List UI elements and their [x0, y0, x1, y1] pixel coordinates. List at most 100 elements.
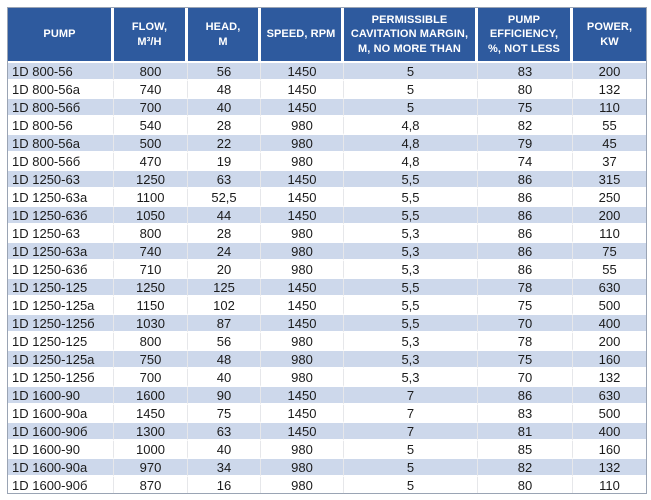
cell-speed: 980 [261, 351, 344, 369]
pump-name-cell: 1D 1250-125 [8, 333, 114, 351]
cell-efficiency: 75 [478, 351, 573, 369]
cell-power: 132 [573, 369, 646, 387]
cell-power: 630 [573, 279, 646, 297]
column-header-efficiency: PUMP EFFICIENCY,%, NOT LESS [478, 8, 573, 63]
column-header-flow: FLOW, M³/H [114, 8, 188, 63]
cell-speed: 980 [261, 153, 344, 171]
pump-name-cell: 1D 1600-90 [8, 441, 114, 459]
cell-speed: 980 [261, 477, 344, 493]
cell-speed: 980 [261, 243, 344, 261]
cell-power: 500 [573, 297, 646, 315]
cell-efficiency: 86 [478, 207, 573, 225]
cell-flow: 800 [114, 333, 188, 351]
table-row: 1D 1600-90 1600 90 1450 7 86 630 [8, 387, 646, 405]
pump-name-cell: 1D 1250-125a [8, 351, 114, 369]
cell-cavitation_margin: 5,3 [344, 243, 478, 261]
cell-flow: 870 [114, 477, 188, 493]
header-row: PUMP FLOW, M³/H HEAD, M SPEED, RPM PERMISSIBLE… [8, 8, 646, 63]
cell-speed: 980 [261, 117, 344, 135]
cell-head: 40 [188, 99, 261, 117]
cell-flow: 750 [114, 351, 188, 369]
cell-power: 500 [573, 405, 646, 423]
cell-head: 63 [188, 423, 261, 441]
cell-efficiency: 83 [478, 63, 573, 81]
cell-efficiency: 80 [478, 477, 573, 493]
table-row: 1D 1600-90б 1300 63 1450 7 81 400 [8, 423, 646, 441]
cell-power: 45 [573, 135, 646, 153]
column-header-cavitation_margin: PERMISSIBLE CAVITATION MARGIN, M, NO MORE … [344, 8, 478, 63]
cell-efficiency: 80 [478, 81, 573, 99]
column-header-pump: PUMP [8, 8, 114, 63]
cell-power: 315 [573, 171, 646, 189]
pump-name-cell: 1D 800-56б [8, 99, 114, 117]
cell-efficiency: 86 [478, 261, 573, 279]
table-row: 1D 800-56a 500 22 980 4,8 79 45 [8, 135, 646, 153]
pump-name-cell: 1D 800-56 [8, 117, 114, 135]
cell-cavitation_margin: 5,3 [344, 261, 478, 279]
cell-head: 56 [188, 333, 261, 351]
cell-efficiency: 82 [478, 459, 573, 477]
cell-speed: 1450 [261, 171, 344, 189]
cell-efficiency: 86 [478, 225, 573, 243]
cell-flow: 1300 [114, 423, 188, 441]
cell-speed: 1450 [261, 99, 344, 117]
cell-speed: 1450 [261, 387, 344, 405]
table-row: 1D 1250-63б 1050 44 1450 5,5 86 200 [8, 207, 646, 225]
cell-flow: 700 [114, 99, 188, 117]
cell-power: 160 [573, 351, 646, 369]
cell-power: 400 [573, 315, 646, 333]
cell-head: 34 [188, 459, 261, 477]
cell-speed: 980 [261, 135, 344, 153]
cell-flow: 710 [114, 261, 188, 279]
cell-efficiency: 78 [478, 279, 573, 297]
cell-efficiency: 85 [478, 441, 573, 459]
cell-speed: 980 [261, 441, 344, 459]
cell-head: 19 [188, 153, 261, 171]
cell-head: 87 [188, 315, 261, 333]
cell-flow: 1150 [114, 297, 188, 315]
cell-cavitation_margin: 5,3 [344, 351, 478, 369]
cell-efficiency: 75 [478, 297, 573, 315]
table-row: 1D 1600-90a 970 34 980 5 82 132 [8, 459, 646, 477]
table-row: 1D 1250-63 800 28 980 5,3 86 110 [8, 225, 646, 243]
cell-power: 55 [573, 117, 646, 135]
cell-head: 20 [188, 261, 261, 279]
cell-flow: 800 [114, 225, 188, 243]
pump-name-cell: 1D 1250-63б [8, 261, 114, 279]
cell-flow: 1030 [114, 315, 188, 333]
column-header-speed: SPEED, RPM [261, 8, 344, 63]
pump-name-cell: 1D 1600-90б [8, 477, 114, 493]
cell-head: 90 [188, 387, 261, 405]
cell-cavitation_margin: 5,5 [344, 315, 478, 333]
cell-flow: 740 [114, 81, 188, 99]
cell-power: 400 [573, 423, 646, 441]
pump-name-cell: 1D 1600-90б [8, 423, 114, 441]
column-header-power: POWER, KW [573, 8, 646, 63]
table-row: 1D 1250-125a 750 48 980 5,3 75 160 [8, 351, 646, 369]
table-row: 1D 800-56a 740 48 1450 5 80 132 [8, 81, 646, 99]
table-row: 1D 1250-63a 1100 52,5 1450 5,5 86 250 [8, 189, 646, 207]
cell-power: 37 [573, 153, 646, 171]
pump-specs-table-container: PUMP FLOW, M³/H HEAD, M SPEED, RPM PERMISSIBLE… [7, 7, 647, 494]
cell-head: 28 [188, 225, 261, 243]
cell-speed: 1450 [261, 81, 344, 99]
cell-efficiency: 83 [478, 405, 573, 423]
cell-power: 200 [573, 207, 646, 225]
cell-head: 24 [188, 243, 261, 261]
cell-power: 75 [573, 243, 646, 261]
table-row: 1D 800-56б 470 19 980 4,8 74 37 [8, 153, 646, 171]
pump-name-cell: 1D 1250-63 [8, 171, 114, 189]
pump-specs-table: PUMP FLOW, M³/H HEAD, M SPEED, RPM PERMISSIBLE… [7, 7, 647, 494]
pump-name-cell: 1D 1250-125a [8, 297, 114, 315]
pump-name-cell: 1D 1600-90a [8, 459, 114, 477]
column-header-head: HEAD, M [188, 8, 261, 63]
cell-cavitation_margin: 5,5 [344, 279, 478, 297]
cell-speed: 1450 [261, 279, 344, 297]
pump-name-cell: 1D 1250-125б [8, 315, 114, 333]
table-row: 1D 1250-125б 700 40 980 5,3 70 132 [8, 369, 646, 387]
cell-flow: 970 [114, 459, 188, 477]
table-row: 1D 1250-63 1250 63 1450 5,5 86 315 [8, 171, 646, 189]
cell-efficiency: 81 [478, 423, 573, 441]
table-row: 1D 1250-125 800 56 980 5,3 78 200 [8, 333, 646, 351]
cell-speed: 1450 [261, 297, 344, 315]
